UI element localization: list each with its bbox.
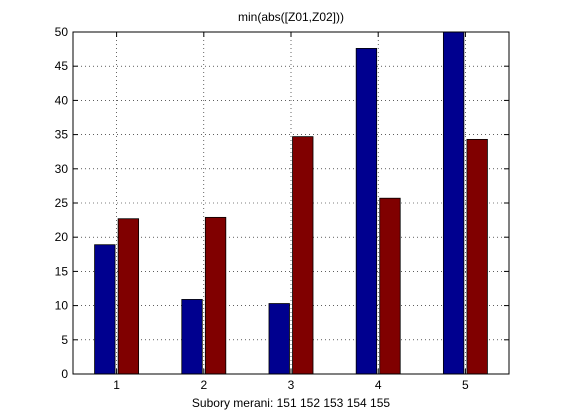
y-tick-label: 20 (55, 230, 69, 244)
bar-series-2-cat-2 (204, 216, 227, 375)
bar-series-2-cat-5 (466, 138, 488, 375)
bar-series-1-cat-3 (268, 303, 290, 375)
x-tick-label: 3 (288, 378, 295, 392)
y-tick-label: 0 (61, 367, 68, 381)
axis-ticks (73, 31, 509, 375)
bar-series-2-cat-1 (117, 218, 140, 375)
y-tick-label: 10 (55, 299, 69, 313)
bar-series-1-cat-2 (181, 299, 203, 375)
y-tick-label: 45 (55, 59, 69, 73)
x-axis-label: Subory merani: 151 152 153 154 155 (192, 396, 390, 410)
bar-series-1-cat-5 (442, 31, 465, 375)
bar-series-1-cat-4 (355, 48, 378, 375)
y-tick-label: 30 (55, 162, 69, 176)
y-tick-label: 40 (55, 93, 69, 107)
x-tick-label: 2 (200, 378, 207, 392)
y-tick-label: 15 (55, 264, 69, 278)
chart-title: min(abs([Z01,Z02])) (238, 10, 344, 24)
bars-group (94, 31, 488, 375)
x-tick-label: 1 (113, 378, 120, 392)
x-tick-label: 5 (462, 378, 469, 392)
bar-series-2-cat-4 (379, 197, 401, 375)
y-tick-labels: 0 5 10 15 20 25 30 35 40 45 50 (55, 25, 69, 381)
y-tick-label: 5 (61, 333, 68, 347)
grid-lines (73, 32, 509, 374)
y-tick-label: 35 (55, 128, 69, 142)
y-tick-label: 50 (55, 25, 69, 39)
x-tick-labels: 1 2 3 4 5 (113, 378, 469, 392)
x-tick-label: 4 (375, 378, 382, 392)
bar-series-1-cat-1 (94, 244, 116, 375)
y-tick-label: 25 (55, 196, 69, 210)
bar-series-2-cat-3 (292, 136, 314, 375)
